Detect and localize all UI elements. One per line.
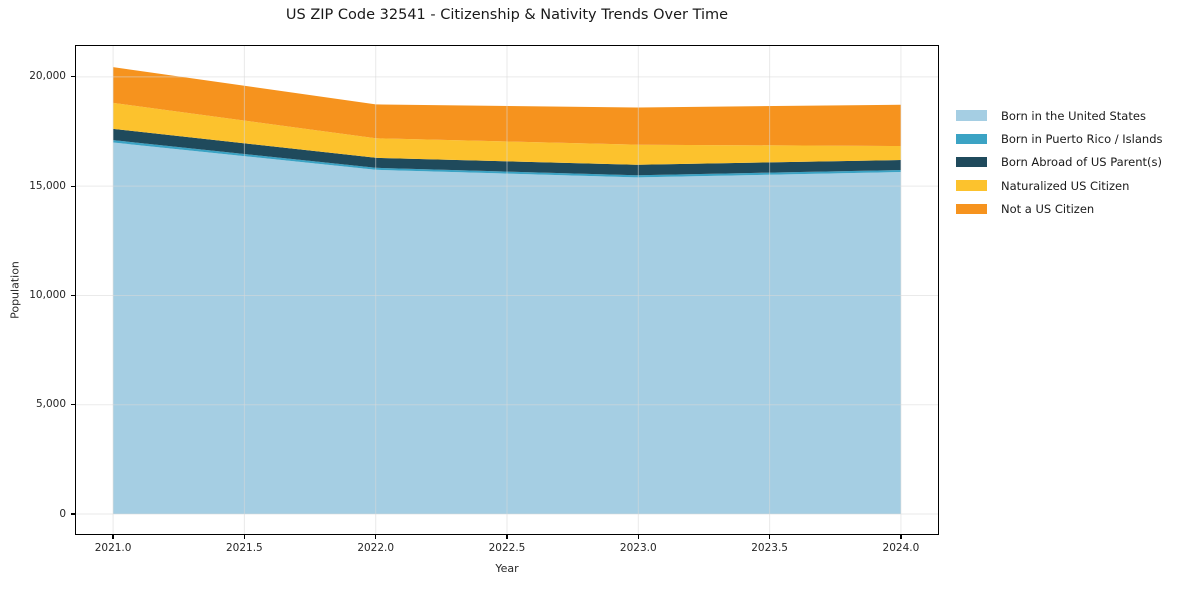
x-tick-label: 2022.5: [488, 542, 526, 554]
y-tick-mark: [70, 404, 75, 406]
legend-item: Born Abroad of US Parent(s): [956, 151, 1163, 174]
y-tick-label: 5,000: [35, 398, 66, 411]
x-tick-mark: [769, 535, 771, 539]
x-axis-label: Year: [495, 562, 519, 575]
legend-swatch-icon: [956, 156, 987, 168]
y-tick-mark: [70, 185, 75, 187]
y-tick-mark: [70, 76, 75, 78]
x-tick-label: 2021.5: [226, 542, 263, 554]
x-tick-label: 2023.0: [619, 542, 657, 554]
legend-item: Born in Puerto Rico / Islands: [956, 127, 1163, 150]
x-tick-mark: [243, 535, 245, 539]
area-naturalized-us-citizen: [113, 102, 901, 165]
stacked-area-chart: [75, 45, 939, 535]
legend-swatch-icon: [956, 203, 987, 215]
x-tick-mark: [506, 535, 508, 539]
legend-label: Naturalized US Citizen: [1001, 178, 1130, 193]
y-axis-label: Population: [8, 261, 22, 319]
y-tick-label: 10,000: [29, 288, 66, 301]
chart-title: US ZIP Code 32541 - Citizenship & Nativi…: [285, 7, 729, 23]
legend-label: Born in the United States: [1001, 108, 1146, 123]
legend-swatch-icon: [956, 180, 987, 191]
x-tick-mark: [112, 535, 114, 539]
plot-area: [75, 45, 939, 535]
legend-swatch-icon: [956, 110, 987, 121]
legend-item: Born in the United States: [956, 104, 1163, 127]
x-tick-label: 2022.0: [357, 542, 395, 554]
x-tick-label: 2023.5: [751, 542, 788, 554]
y-tick-label: 20,000: [29, 70, 66, 83]
legend: Born in the United States Born in Puerto …: [956, 104, 1163, 220]
legend-swatch-icon: [956, 133, 987, 145]
legend-item: Not a US Citizen: [956, 197, 1163, 220]
x-tick-mark: [375, 535, 377, 539]
legend-label: Born Abroad of US Parent(s): [1001, 155, 1162, 170]
x-tick-label: 2021.0: [94, 542, 132, 554]
legend-item: Naturalized US Citizen: [956, 174, 1163, 197]
y-tick-label: 0: [59, 507, 66, 520]
x-tick-mark: [637, 535, 639, 539]
legend-label: Not a US Citizen: [1001, 201, 1095, 216]
y-tick-label: 15,000: [29, 179, 66, 192]
y-tick-mark: [70, 294, 75, 297]
x-tick-mark: [900, 535, 902, 539]
area-born-in-puerto-rico-islands: [113, 140, 901, 178]
area-born-abroad-of-us-parent-s: [113, 128, 901, 176]
y-tick-mark: [70, 513, 75, 515]
legend-label: Born in Puerto Rico / Islands: [1001, 131, 1163, 146]
x-tick-label: 2024.0: [882, 542, 920, 554]
